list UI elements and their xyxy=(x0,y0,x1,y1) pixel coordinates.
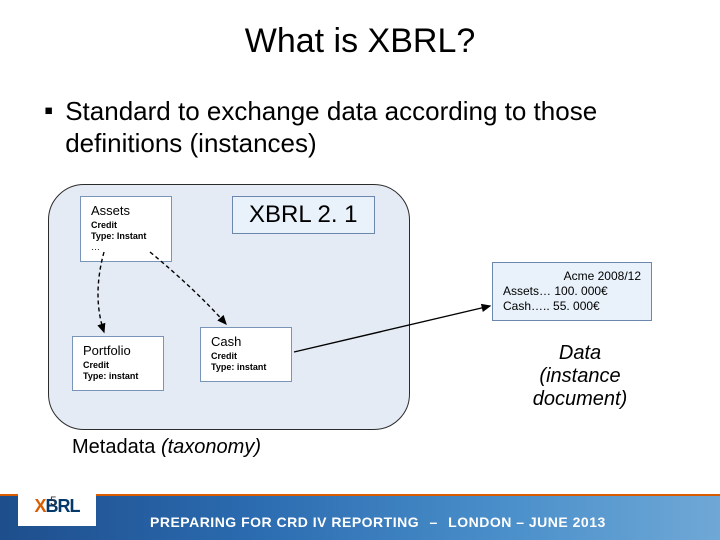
portfolio-title: Portfolio xyxy=(83,343,153,358)
assets-l2: Type: Instant xyxy=(91,231,161,242)
slide-title: What is XBRL? xyxy=(0,22,720,61)
footer-text-b: LONDON – JUNE 2013 xyxy=(448,514,606,530)
cash-box: Cash Credit Type: instant xyxy=(200,327,292,382)
xbrl-version-label: XBRL 2. 1 xyxy=(232,196,375,234)
data-l1: Acme 2008/12 xyxy=(503,269,641,284)
data-instance-box: Acme 2008/12 Assets… 100. 000€ Cash….. 5… xyxy=(492,262,652,321)
data-caption-l2: (instance document) xyxy=(492,365,668,411)
footer-text: PREPARING FOR CRD IV REPORTING – LONDON … xyxy=(150,514,606,530)
xbrl-logo: XBRL xyxy=(18,486,96,526)
slide: { "title": "What is XBRL?", "bullet": { … xyxy=(0,0,720,540)
metadata-caption: Metadata (taxonomy) xyxy=(72,436,261,459)
portfolio-box: Portfolio Credit Type: instant xyxy=(72,336,164,391)
assets-box: Assets Credit Type: Instant … xyxy=(80,196,172,262)
cash-title: Cash xyxy=(211,334,281,349)
assets-l3: … xyxy=(91,242,161,253)
page-number: 5 xyxy=(50,494,57,508)
metadata-caption-ital: (taxonomy) xyxy=(161,436,261,458)
assets-l1: Credit xyxy=(91,220,161,231)
assets-title: Assets xyxy=(91,203,161,218)
data-l2: Assets… 100. 000€ xyxy=(503,284,641,299)
bullet-marker: ▪ xyxy=(44,95,53,125)
portfolio-l1: Credit xyxy=(83,360,153,371)
footer-text-a: PREPARING FOR CRD IV REPORTING xyxy=(150,514,419,530)
portfolio-l2: Type: instant xyxy=(83,371,153,382)
cash-l1: Credit xyxy=(211,351,281,362)
cash-l2: Type: instant xyxy=(211,362,281,373)
data-caption: Data (instance document) xyxy=(492,342,668,411)
bullet: ▪ Standard to exchange data according to… xyxy=(44,95,684,159)
metadata-caption-plain: Metadata xyxy=(72,436,161,458)
bullet-text: Standard to exchange data according to t… xyxy=(65,95,684,159)
data-caption-l1: Data xyxy=(492,342,668,365)
data-l3: Cash….. 55. 000€ xyxy=(503,299,641,314)
